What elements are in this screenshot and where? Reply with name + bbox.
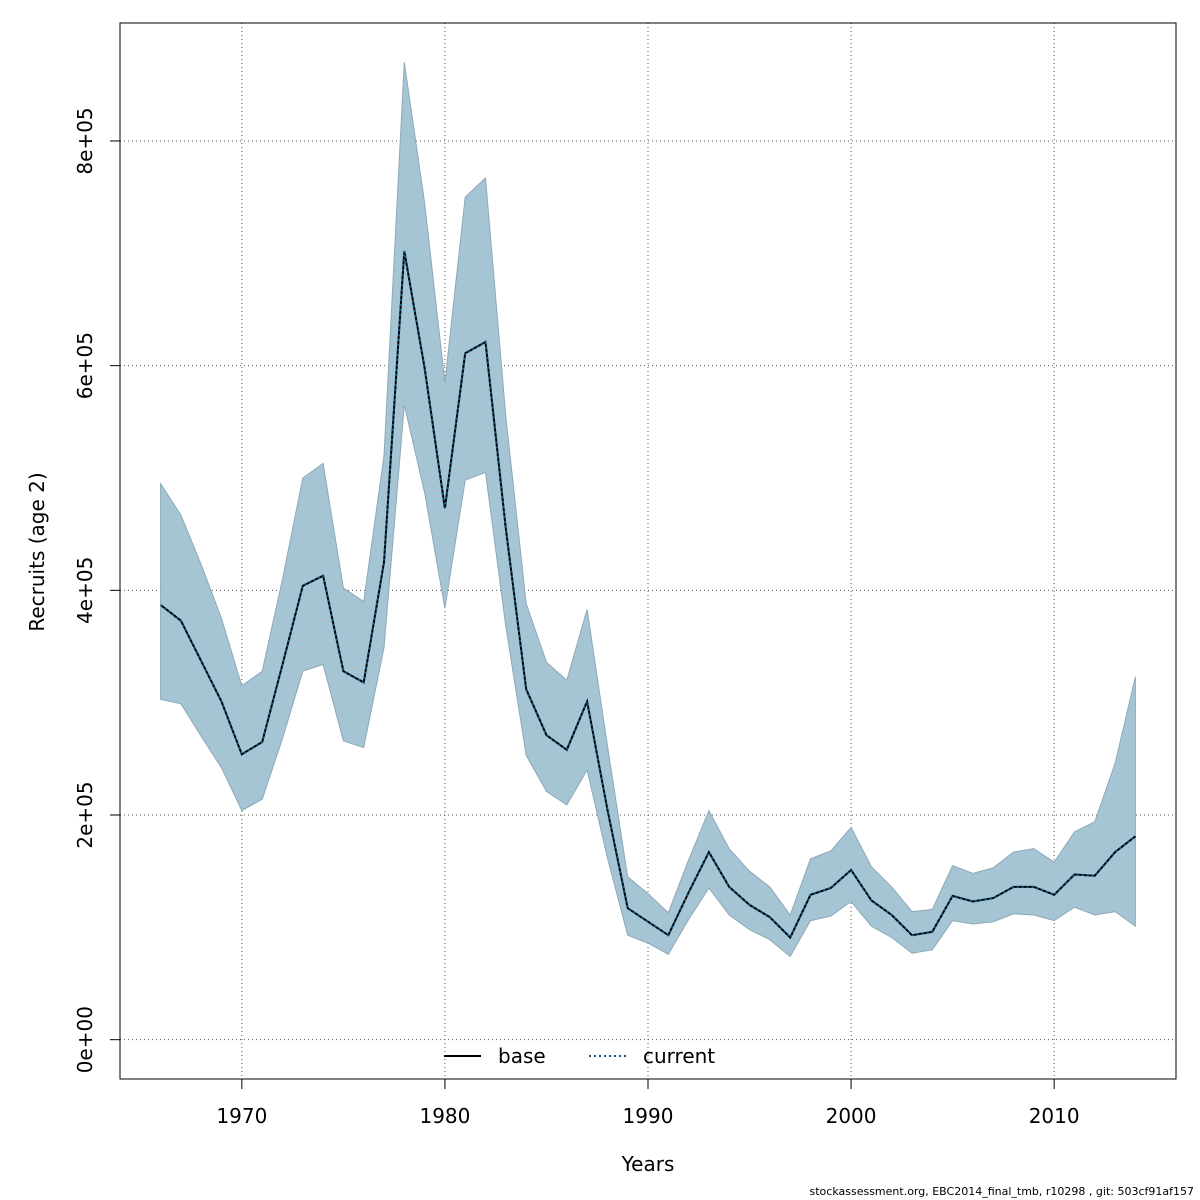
series-line-current	[159, 250, 1137, 940]
legend: base current	[444, 1044, 715, 1068]
x-tick-label: 1970	[216, 1104, 267, 1128]
y-axis-title: Recruits (age 2)	[25, 472, 49, 631]
grid	[120, 23, 1176, 1079]
legend-label-current: current	[643, 1044, 715, 1068]
x-tick-label: 1980	[419, 1104, 470, 1128]
legend-label-base: base	[498, 1044, 546, 1068]
y-tick-label: 2e+05	[73, 781, 97, 848]
x-axis-title: Years	[621, 1152, 675, 1176]
y-tick-label: 8e+05	[73, 107, 97, 174]
x-tick-label: 2000	[826, 1104, 877, 1128]
y-tick-label: 6e+05	[73, 332, 97, 399]
x-tick-label: 1990	[623, 1104, 674, 1128]
x-tick-label: 2010	[1029, 1104, 1080, 1128]
y-tick-label: 0e+00	[73, 1006, 97, 1073]
x-axis: 1970 1980 1990 2000 2010	[216, 1079, 1080, 1128]
y-tick-label: 4e+05	[73, 557, 97, 624]
footer-note: stockassessment.org, EBC2014_final_tmb, …	[809, 1185, 1195, 1198]
y-axis: 0e+00 2e+05 4e+05 6e+05 8e+05	[73, 107, 120, 1073]
confidence-band	[160, 62, 1136, 958]
